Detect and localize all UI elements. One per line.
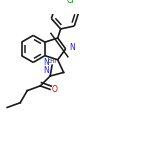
Text: N: N bbox=[69, 43, 75, 52]
Text: N: N bbox=[44, 66, 50, 75]
Text: CH₃: CH₃ bbox=[48, 59, 57, 64]
Text: O: O bbox=[52, 85, 58, 94]
Text: Cl: Cl bbox=[66, 0, 74, 5]
Text: N: N bbox=[43, 58, 49, 67]
